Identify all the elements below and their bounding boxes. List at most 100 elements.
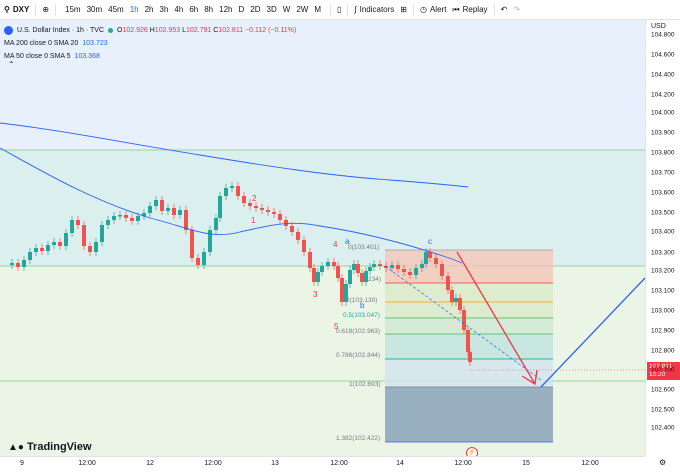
chart-canvas[interactable]: 0(103.401) 234) 2(103.130) 0.5(103.047) … (0, 20, 645, 456)
timeframe-45m[interactable]: 45m (108, 5, 124, 14)
candle-body (236, 186, 240, 196)
candle-body (64, 233, 68, 246)
candle-body (378, 264, 382, 266)
candle-body (70, 220, 74, 233)
candle-body (308, 252, 312, 268)
timeframe-group: 15m 30m 45m 1h 2h 3h 4h 6h 8h 12h D 2D 3D W 2W M (59, 0, 327, 19)
timeframe-2h[interactable]: 2h (144, 5, 154, 14)
candle-body (136, 216, 140, 221)
fib-label-1: 1(102.693) (349, 381, 380, 388)
candle-body (348, 270, 352, 284)
candle-body (326, 262, 330, 266)
time-tick-label: 12:00 (330, 460, 348, 467)
candle-body (76, 220, 80, 225)
bar-style-button[interactable]: ▯ (334, 0, 344, 19)
replay-button[interactable]: ⏮ Replay (449, 0, 490, 19)
price-tick-label: 102.900 (651, 327, 675, 335)
candle-body (218, 196, 222, 218)
alert-button[interactable]: ◷ Alert (417, 0, 449, 19)
timeframe-2D[interactable]: 2D (250, 5, 261, 14)
fib-label-0382: 2(103.130) (346, 297, 377, 304)
candle-body (390, 265, 394, 268)
legend-collapse-button[interactable]: ⌃ (8, 60, 15, 69)
timeframe-3D[interactable]: 3D (266, 5, 277, 14)
bg-band-top (0, 20, 645, 150)
down-arrow-head (521, 369, 538, 386)
candle-body (260, 208, 264, 210)
timeframe-15m[interactable]: 15m (65, 5, 81, 14)
timeframe-12h[interactable]: 12h (219, 5, 233, 14)
replay-label: Replay (462, 5, 488, 14)
time-tick-label: 12:00 (454, 460, 472, 467)
candle-body (428, 252, 432, 258)
candle-body (214, 218, 218, 230)
candle-body (124, 215, 128, 218)
time-tick-label: 15 (522, 460, 530, 467)
fib-label-0786: 0.786(102.844) (336, 352, 380, 359)
price-tick-label: 102.500 (651, 406, 675, 414)
time-axis[interactable]: 9 12:00 12 12:00 13 12:00 14 12:00 15 12:00 (0, 456, 645, 472)
alarm-clock-icon: ◷ (419, 5, 427, 14)
timeframe-6h[interactable]: 6h (189, 5, 199, 14)
redo-button[interactable]: ↷ (510, 0, 523, 19)
tradingview-logo[interactable]: ▲● TradingView (8, 441, 92, 453)
candle-body (312, 268, 316, 282)
candle-body (88, 246, 92, 252)
compare-button[interactable]: ⊕ (39, 0, 52, 19)
candle-body (468, 352, 472, 362)
symbol-search[interactable]: ⚲ DXY (0, 0, 32, 19)
currency-label[interactable]: USD (651, 23, 666, 30)
candle-body (160, 200, 164, 211)
timeframe-3h[interactable]: 3h (159, 5, 169, 14)
timeframe-W[interactable]: W (282, 5, 291, 14)
divider (347, 3, 349, 16)
candle-body (208, 230, 212, 252)
candle-body (290, 226, 294, 232)
timeframe-30m[interactable]: 30m (86, 5, 103, 14)
templates-button[interactable]: ⊞ (397, 0, 410, 19)
legend-ma50-row[interactable]: MA 50 close 0 SMA 5 103.368 (4, 50, 296, 63)
ma-200-line[interactable] (0, 122, 469, 188)
candle-body (190, 230, 194, 258)
undo-button[interactable]: ↶ (498, 0, 511, 19)
fib-label-0: 0(103.401) (348, 244, 379, 251)
tv-logo-text: TradingView (26, 441, 92, 453)
candle-body (336, 266, 340, 278)
candle-body (196, 258, 200, 265)
grid-icon: ⊞ (400, 5, 407, 14)
legend-title-row[interactable]: U.S. Dollar Index · 1h · TVC O102.926 H1… (4, 24, 296, 37)
chart-pane[interactable]: 0(103.401) 234) 2(103.130) 0.5(103.047) … (0, 20, 645, 456)
price-axis[interactable]: USD 102.811 10:20 104.800 104.600 104.400 1… (645, 20, 680, 456)
indicators-button[interactable]: ∫ Indicators (351, 0, 397, 19)
legend-ma200-row[interactable]: MA 200 close 0 SMA 20 103.723 (4, 37, 296, 50)
timeframe-8h[interactable]: 8h (204, 5, 214, 14)
candle-body (340, 278, 344, 302)
projection-dashed-line[interactable] (384, 265, 542, 381)
candle-body (414, 268, 418, 275)
price-tick-label: 103.200 (651, 267, 675, 275)
up-projection-line[interactable] (540, 277, 645, 388)
divider (35, 3, 37, 16)
fib-retracement[interactable] (385, 249, 553, 443)
ma-50-line[interactable] (0, 147, 463, 264)
candle-body (202, 252, 206, 265)
market-status-dot (108, 28, 114, 33)
timeframe-2W[interactable]: 2W (296, 5, 309, 14)
price-tick-label: 103.600 (651, 189, 675, 197)
ma200-label: MA 200 close 0 SMA 20 (4, 40, 79, 47)
candle-body (316, 272, 320, 282)
candle-body (372, 264, 376, 267)
timeframe-M[interactable]: M (314, 5, 321, 14)
candle-body (454, 298, 458, 302)
wave-label-c: c (428, 237, 432, 246)
down-arrow-path[interactable] (456, 251, 536, 385)
timeframe-4h[interactable]: 4h (174, 5, 184, 14)
wave-label-5: 5 (334, 322, 339, 331)
timeframe-1h[interactable]: 1h (129, 5, 139, 14)
legend-title: U.S. Dollar Index · 1h · TVC (17, 27, 105, 34)
ma50-value: 103.368 (74, 53, 100, 60)
timeframe-D[interactable]: D (238, 5, 245, 14)
candle-body (396, 265, 400, 269)
settings-icon[interactable]: ⚙ (659, 458, 667, 467)
candles-series[interactable] (10, 182, 472, 366)
